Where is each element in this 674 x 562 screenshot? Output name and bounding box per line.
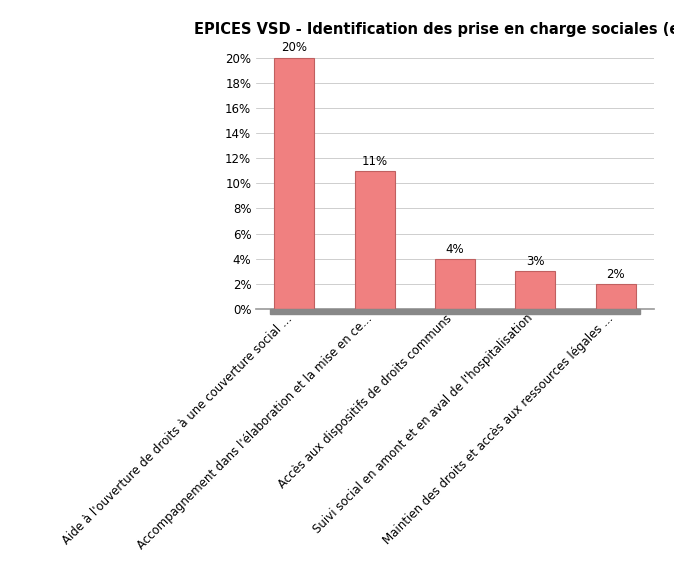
- Text: 4%: 4%: [446, 243, 464, 256]
- Title: EPICES VSD - Identification des prise en charge sociales (en %): EPICES VSD - Identification des prise en…: [193, 22, 674, 37]
- Bar: [515, 271, 555, 309]
- Bar: [274, 57, 314, 309]
- Text: 20%: 20%: [281, 42, 307, 55]
- Text: 3%: 3%: [526, 255, 545, 268]
- Bar: [596, 284, 636, 309]
- Text: 11%: 11%: [361, 155, 388, 167]
- Text: 2%: 2%: [607, 268, 625, 281]
- Bar: [435, 259, 475, 309]
- Bar: [355, 171, 395, 309]
- Bar: [270, 309, 640, 314]
